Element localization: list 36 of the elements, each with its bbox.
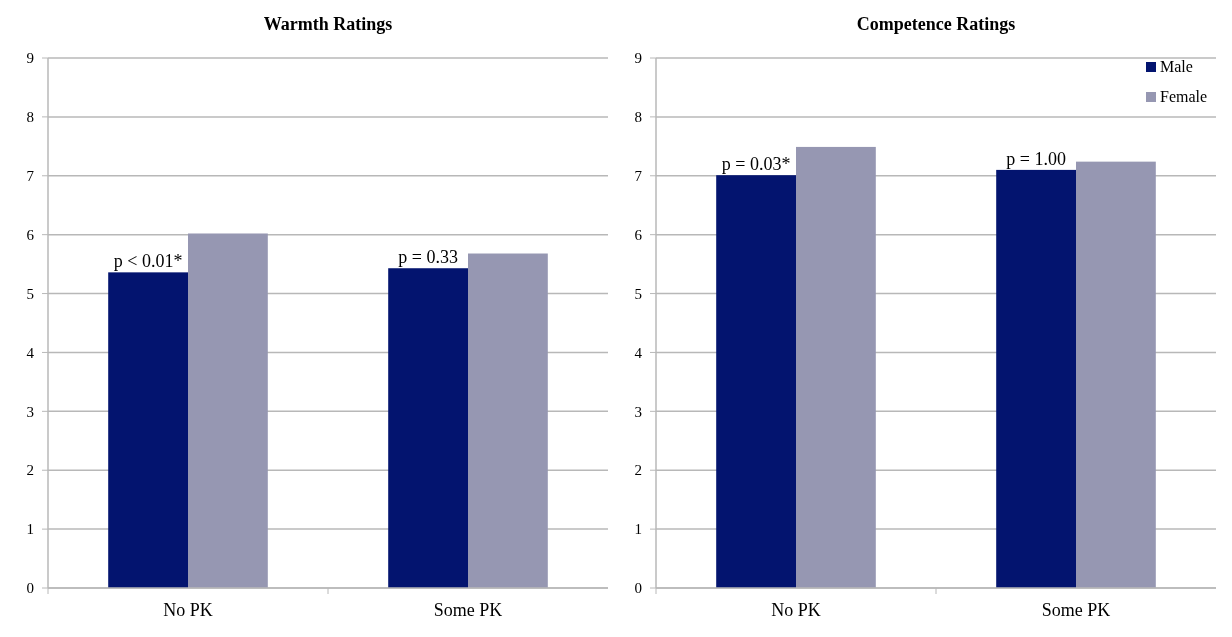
chart-title: Warmth Ratings bbox=[263, 14, 393, 34]
y-tick-label: 4 bbox=[634, 344, 643, 361]
annotation: p = 0.33 bbox=[398, 247, 458, 268]
bar bbox=[108, 272, 188, 588]
y-tick-label: 0 bbox=[634, 580, 642, 597]
y-tick-label: 5 bbox=[634, 285, 642, 302]
y-tick-label: 0 bbox=[26, 580, 34, 597]
y-tick-label: 6 bbox=[634, 226, 643, 243]
y-tick-label: 8 bbox=[634, 109, 642, 126]
y-tick-label: 3 bbox=[634, 403, 642, 420]
bar bbox=[388, 268, 468, 588]
y-tick-label: 1 bbox=[634, 521, 642, 538]
x-tick-label: No PK bbox=[771, 600, 821, 620]
legend-label: Male bbox=[1160, 58, 1193, 75]
y-tick-label: 6 bbox=[26, 226, 35, 243]
annotation: p = 1.00 bbox=[1006, 148, 1066, 169]
y-tick-label: 5 bbox=[26, 285, 34, 302]
annotation: p = 0.03* bbox=[721, 154, 791, 175]
y-tick-label: 2 bbox=[634, 462, 642, 479]
x-tick-label: Some PK bbox=[433, 600, 503, 620]
legend-label: Female bbox=[1160, 88, 1208, 105]
chart-title: Competence Ratings bbox=[856, 14, 1016, 34]
annotation: p < 0.01* bbox=[113, 251, 183, 272]
y-tick-label: 4 bbox=[26, 344, 35, 361]
y-tick-label: 7 bbox=[634, 168, 643, 185]
y-tick-label: 7 bbox=[26, 168, 35, 185]
y-tick-label: 8 bbox=[26, 109, 34, 126]
x-tick-label: No PK bbox=[163, 600, 213, 620]
y-tick-label: 3 bbox=[26, 403, 34, 420]
y-tick-label: 9 bbox=[634, 50, 642, 67]
x-tick-label: Some PK bbox=[1041, 600, 1111, 620]
bar bbox=[188, 233, 268, 588]
y-tick-label: 9 bbox=[26, 50, 34, 67]
y-tick-label: 2 bbox=[26, 462, 34, 479]
y-tick-label: 1 bbox=[26, 521, 34, 538]
bar bbox=[468, 253, 548, 588]
